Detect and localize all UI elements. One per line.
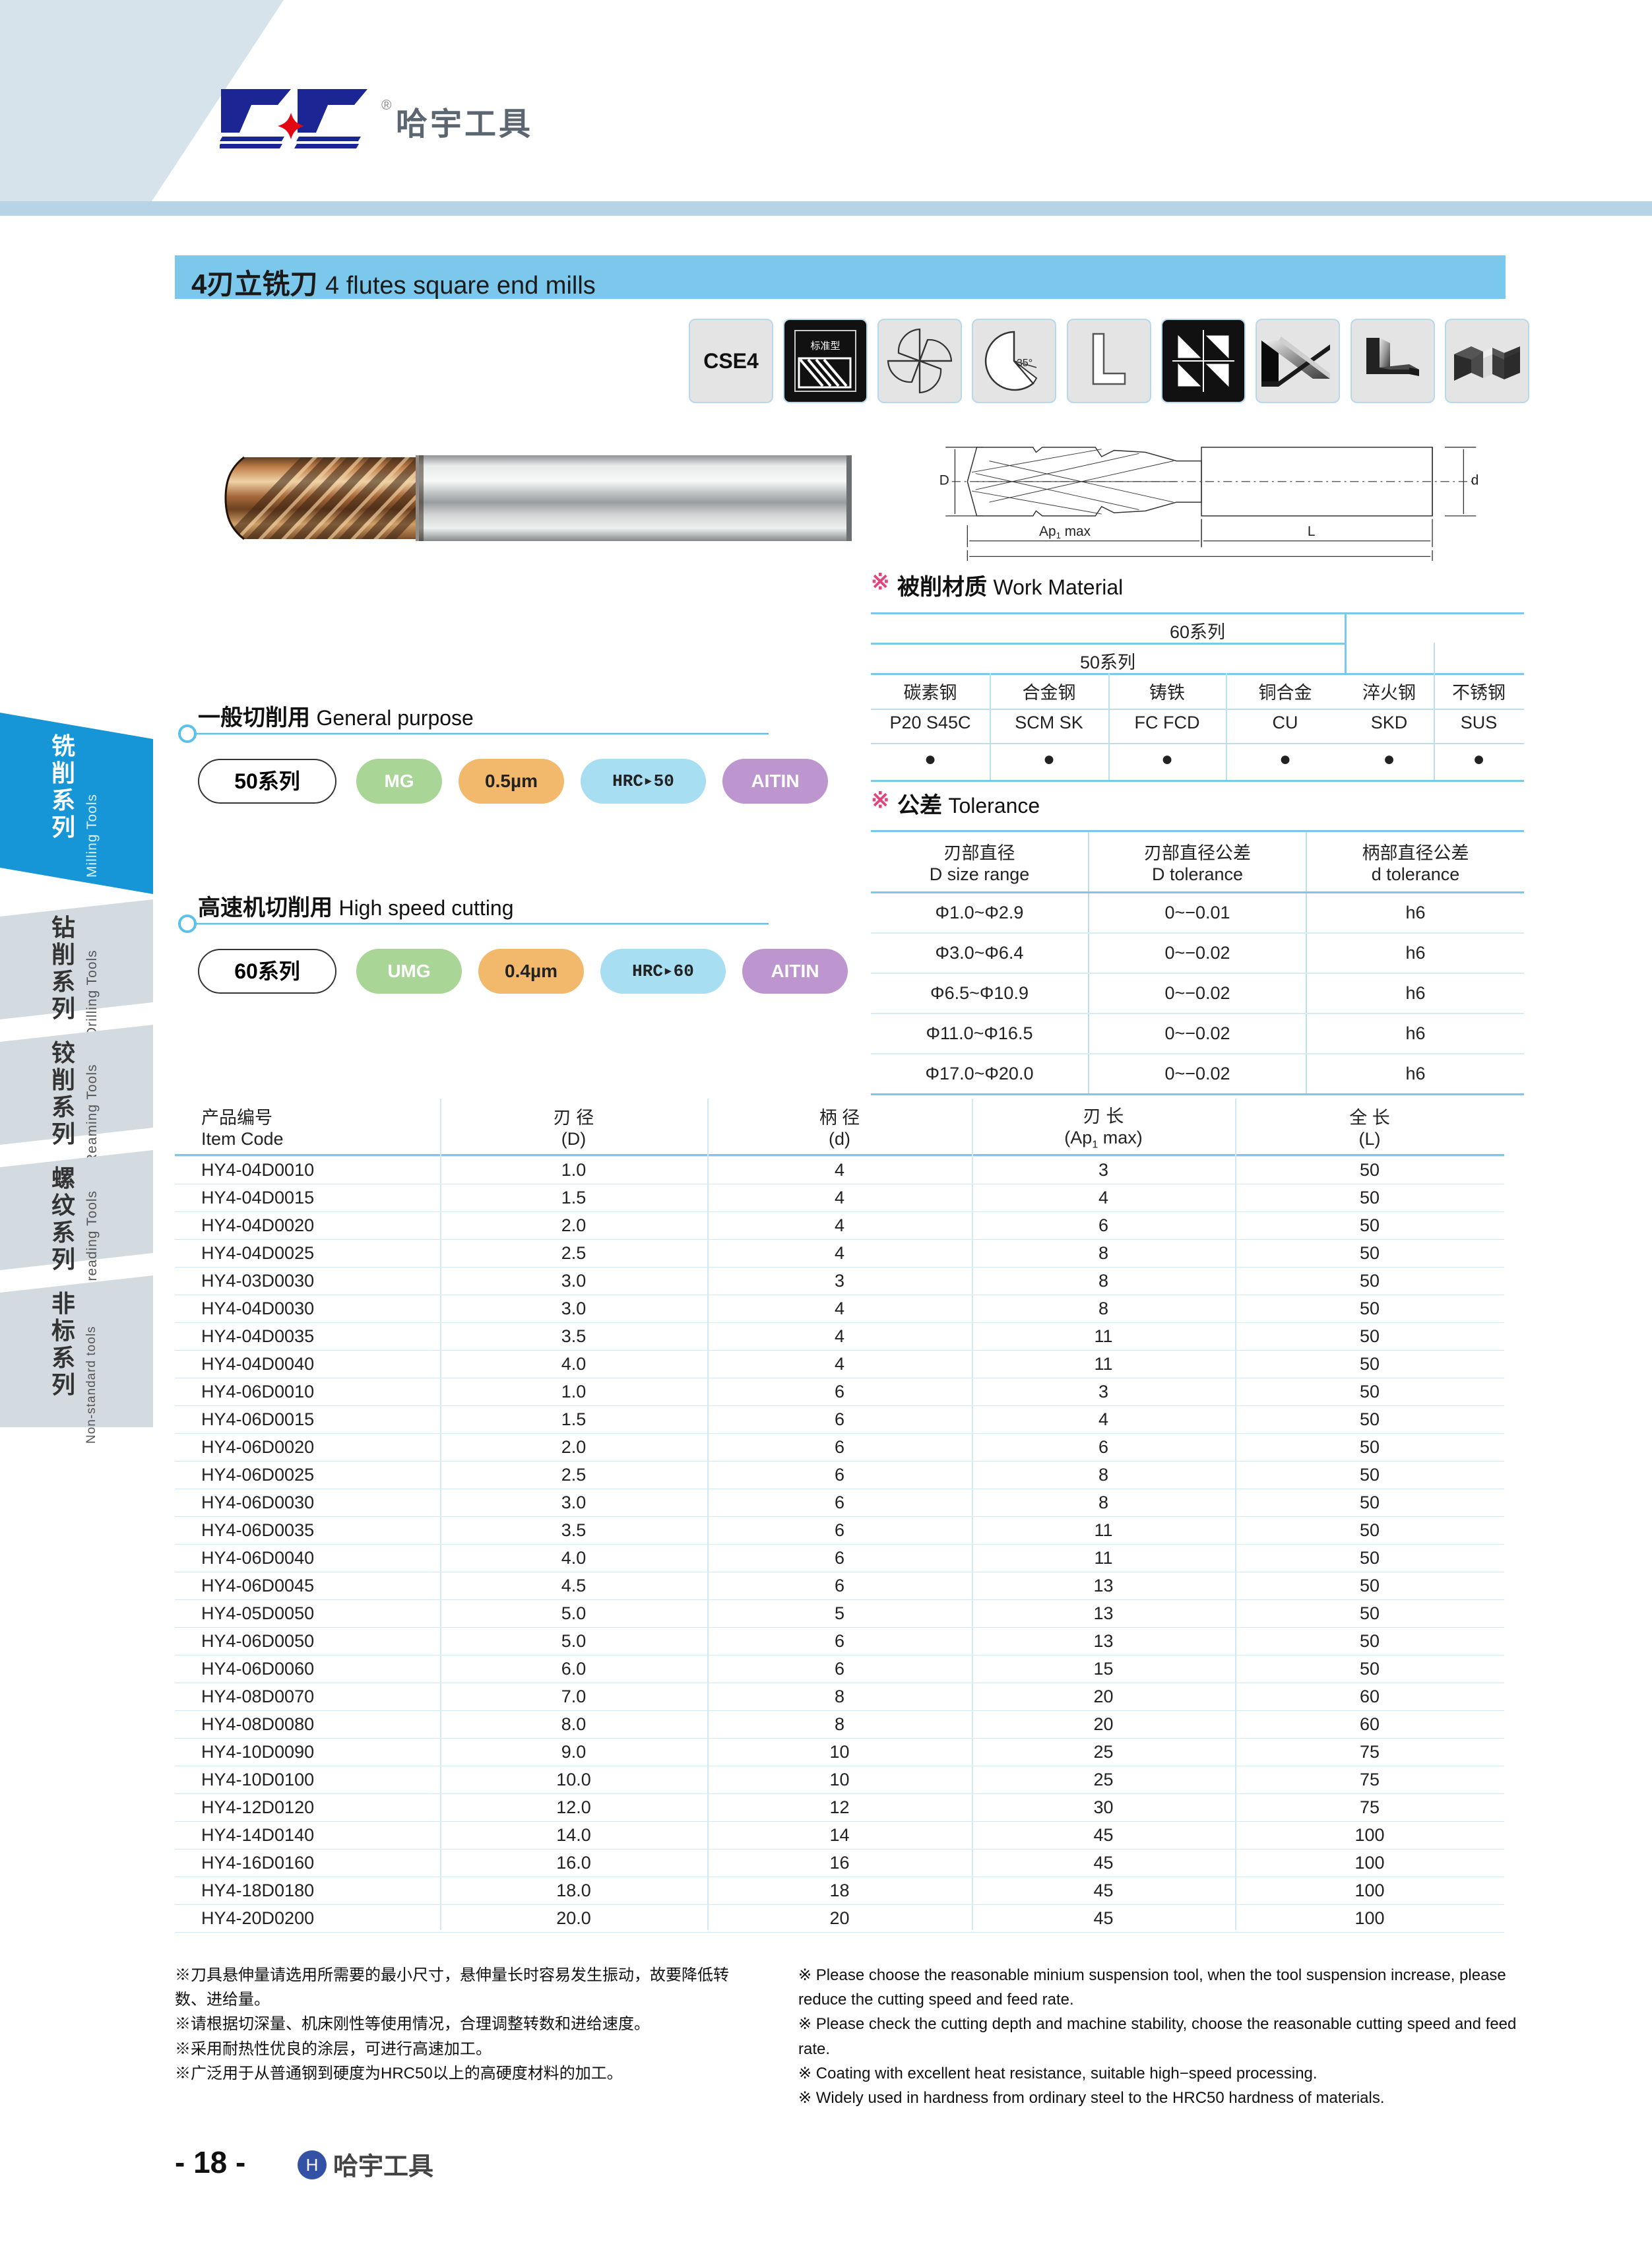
svg-text:35°: 35° — [1017, 358, 1032, 369]
svg-text:L: L — [1308, 524, 1316, 539]
svg-text:d: d — [1471, 473, 1479, 488]
svg-text:H: H — [306, 2155, 319, 2175]
svg-text:标准型: 标准型 — [810, 340, 840, 352]
svg-text:D: D — [939, 473, 949, 488]
svg-text:Ap1 max: Ap1 max — [1039, 524, 1091, 540]
